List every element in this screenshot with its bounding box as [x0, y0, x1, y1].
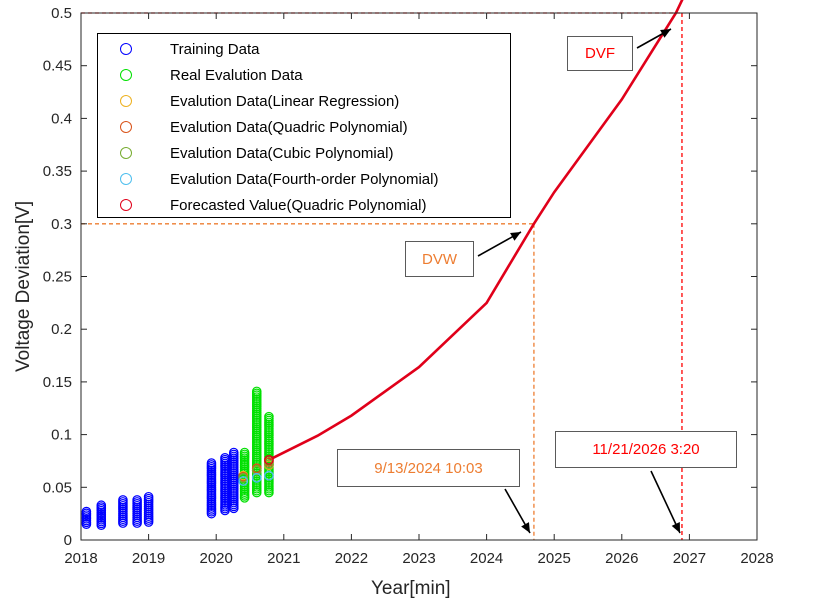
- tick-labels: 2018 2019 2020 2021 2022 2023 2024 2025 2026 2027…: [43, 5, 774, 567]
- x-tick-label: 2018: [64, 550, 97, 567]
- dvf-arrow-head: [660, 29, 671, 38]
- legend-item-quadric-polynomial: Evalution Data(Quadric Polynomial): [120, 116, 408, 138]
- data-layer: [81, 0, 684, 540]
- data-point-s6-p0: [264, 454, 274, 465]
- y-tick-label: 0.05: [43, 479, 72, 496]
- data-point-s0-c3: [132, 495, 142, 505]
- dvf-date-arrow-shaft: [650, 470, 681, 534]
- x-tick-label: 2019: [132, 550, 165, 567]
- callout-text: DVW: [422, 250, 457, 268]
- circle-marker-icon: [120, 95, 132, 107]
- legend-label: Evalution Data(Cubic Polynomial): [170, 144, 394, 162]
- x-tick-label: 2025: [538, 550, 571, 567]
- data-point-s4-p2: [264, 459, 274, 470]
- dvw-arrow-head: [510, 232, 521, 241]
- x-tick-label: 2020: [200, 550, 233, 567]
- y-tick-label: 0.3: [51, 216, 72, 233]
- y-axis-label: Voltage Deviation[V]: [13, 200, 34, 372]
- x-tick-label: 2022: [335, 550, 368, 567]
- legend-label: Evalution Data(Fourth-order Polynomial): [170, 170, 439, 188]
- dvf-callout: DVF: [567, 36, 633, 71]
- legend: Training Data Real Evalution Data Evalut…: [97, 33, 511, 218]
- x-tick-label: 2023: [402, 550, 435, 567]
- x-tick-label: 2027: [673, 550, 706, 567]
- data-point-s5-p2: [264, 470, 274, 481]
- data-point-s0-c5: [206, 458, 217, 468]
- forecast-curve: [268, 0, 684, 462]
- x-tick-label: 2026: [605, 550, 638, 567]
- legend-label: Evalution Data(Quadric Polynomial): [170, 118, 408, 136]
- x-axis-label: Year[min]: [371, 578, 451, 599]
- legend-item-training-data: Training Data: [120, 38, 260, 60]
- dvw-callout: DVW: [405, 241, 474, 277]
- y-tick-label: 0: [64, 532, 72, 549]
- data-point-s4-p1: [251, 465, 262, 476]
- circle-marker-icon: [120, 199, 132, 211]
- y-tick-label: 0.2: [51, 321, 72, 338]
- legend-item-cubic-polynomial: Evalution Data(Cubic Polynomial): [120, 142, 393, 164]
- callout-text: 11/21/2026 3:20: [592, 441, 700, 458]
- dvf-date-callout: 11/21/2026 3:20: [555, 431, 737, 468]
- data-point-s5-p0: [238, 476, 249, 486]
- y-tick-label: 0.35: [43, 163, 72, 180]
- legend-item-real-evaluation-data: Real Evalution Data: [120, 64, 303, 86]
- data-point-s1-c2: [264, 411, 274, 422]
- x-tick-label: 2028: [740, 550, 773, 567]
- legend-label: Real Evalution Data: [170, 66, 303, 84]
- annotation-arrows: [477, 28, 681, 534]
- x-tick-label: 2024: [470, 550, 503, 567]
- x-tick-label: 2021: [267, 550, 300, 567]
- y-tick-label: 0.15: [43, 374, 72, 391]
- data-point-s0-c1: [96, 500, 107, 511]
- y-tick-label: 0.1: [51, 427, 72, 444]
- data-point-s0-c4: [143, 491, 154, 502]
- y-tick-label: 0.45: [43, 58, 72, 75]
- circle-marker-icon: [120, 69, 132, 81]
- circle-marker-icon: [120, 121, 132, 133]
- dvf-date-arrow-head: [671, 522, 680, 533]
- legend-label: Forecasted Value(Quadric Polynomial): [170, 196, 427, 214]
- data-point-s4-p0: [238, 472, 249, 483]
- legend-label: Training Data: [170, 40, 260, 58]
- circle-marker-icon: [120, 173, 132, 185]
- data-point-s0-c7: [228, 447, 239, 458]
- legend-item-fourth-order-polynomial: Evalution Data(Fourth-order Polynomial): [120, 168, 438, 190]
- data-point-s5-p1: [251, 472, 262, 483]
- legend-label: Evalution Data(Linear Regression): [170, 92, 400, 110]
- y-tick-label: 0.25: [43, 269, 72, 286]
- callout-text: 9/13/2024 10:03: [374, 459, 483, 477]
- callout-text: DVF: [585, 45, 615, 62]
- legend-item-linear-regression: Evalution Data(Linear Regression): [120, 90, 399, 112]
- circle-marker-icon: [120, 43, 132, 55]
- y-tick-label: 0.5: [51, 5, 72, 22]
- data-point-s1-c0: [239, 447, 250, 458]
- data-point-s0-c0: [81, 506, 92, 517]
- data-point-s0-c2: [118, 495, 128, 505]
- dvw-date-callout: 9/13/2024 10:03: [337, 449, 520, 487]
- legend-item-forecasted-value: Forecasted Value(Quadric Polynomial): [120, 194, 427, 216]
- dvw-date-arrow-head: [521, 522, 530, 533]
- data-point-s1-c1: [251, 386, 262, 397]
- circle-marker-icon: [120, 147, 132, 159]
- axes: [80, 12, 758, 541]
- y-tick-label: 0.4: [51, 110, 72, 127]
